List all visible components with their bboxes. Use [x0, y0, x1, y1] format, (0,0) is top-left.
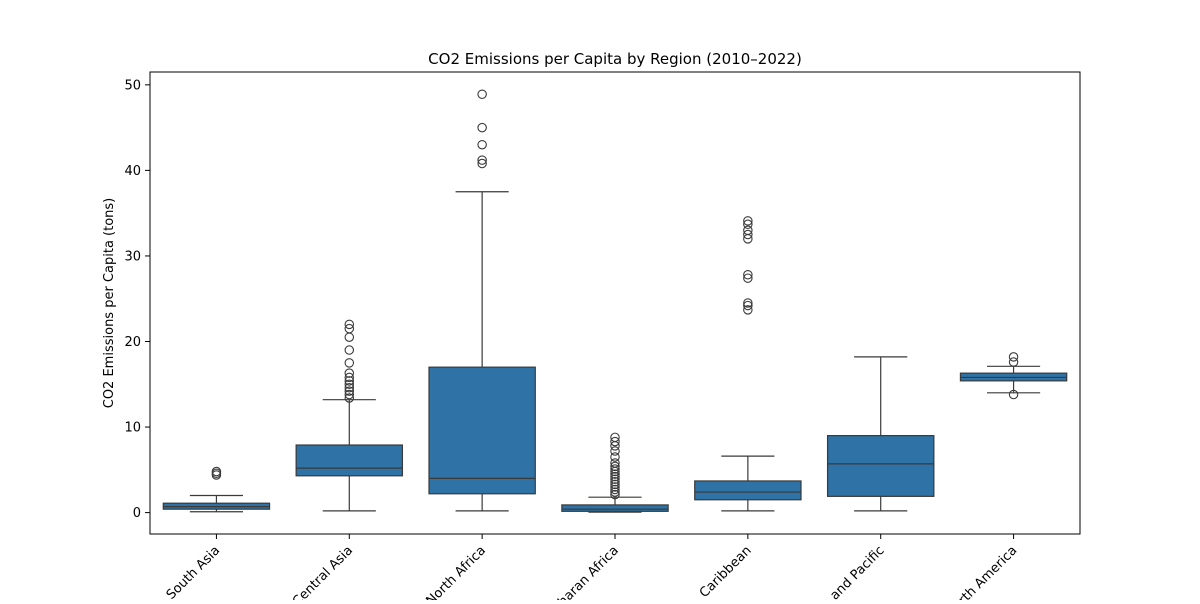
- x-tick-label: Caribbean: [697, 543, 755, 600]
- outlier-point: [743, 225, 753, 236]
- outlier-point: [344, 332, 355, 342]
- box-group: [959, 352, 1068, 400]
- outlier-point: [477, 158, 487, 169]
- outlier-point: [743, 300, 753, 311]
- box-group: [694, 216, 802, 512]
- box-group: [295, 319, 404, 512]
- x-tick-label: Saharan Africa: [544, 543, 622, 600]
- y-tick-label: 40: [124, 164, 141, 179]
- outlier-point: [610, 461, 620, 472]
- box-group: [428, 89, 536, 512]
- outlier-point: [344, 389, 355, 400]
- outlier-point: [1008, 352, 1019, 362]
- outlier-point: [344, 393, 355, 403]
- y-tick-label: 30: [124, 249, 141, 264]
- outlier-point: [743, 273, 753, 283]
- chart-title: CO2 Emissions per Capita by Region (2010…: [428, 50, 802, 68]
- outlier-point: [477, 89, 487, 99]
- outlier-point: [610, 446, 620, 456]
- outlier-point: [477, 122, 487, 133]
- outlier-point: [743, 305, 753, 315]
- y-tick-label: 50: [124, 78, 141, 93]
- outlier-point: [743, 298, 753, 308]
- outlier-point: [344, 345, 355, 355]
- outlier-point: [477, 139, 487, 150]
- outlier-point: [344, 372, 355, 383]
- outlier-point: [610, 471, 620, 482]
- outlier-point: [610, 487, 620, 497]
- y-axis-label: CO2 Emissions per Capita (tons): [102, 198, 117, 409]
- outlier-point: [610, 469, 620, 479]
- y-tick-label: 0: [133, 506, 141, 521]
- outlier-point: [743, 216, 753, 226]
- box-iqr: [561, 504, 669, 512]
- plot-frame: [149, 71, 1081, 535]
- outlier-point: [610, 489, 620, 500]
- box-iqr: [295, 444, 404, 477]
- outlier-point: [743, 270, 753, 280]
- box-iqr: [428, 366, 536, 495]
- outlier-point: [610, 464, 620, 474]
- outlier-point: [610, 474, 620, 484]
- outlier-point: [1008, 389, 1019, 400]
- y-tick-label: 10: [124, 421, 141, 436]
- outlier-point: [344, 376, 355, 386]
- outlier-point: [743, 229, 753, 240]
- box-iqr: [826, 435, 935, 497]
- outlier-point: [610, 482, 620, 492]
- x-tick-label: Central Asia: [290, 543, 356, 600]
- outlier-point: [344, 358, 355, 368]
- outlier-point: [344, 323, 355, 334]
- x-tick-label: rth America: [956, 543, 1021, 600]
- x-tick-label: South Asia: [164, 543, 224, 600]
- outlier-point: [1008, 357, 1019, 367]
- box-group: [826, 356, 935, 512]
- outlier-point: [344, 386, 355, 396]
- outlier-point: [344, 319, 355, 330]
- y-tick-label: 20: [124, 335, 141, 350]
- plot-area: 0 10 20 30 40 50 South Asia Central Asia North A…: [124, 78, 1068, 604]
- outlier-point: [344, 368, 355, 378]
- outlier-point: [211, 466, 222, 477]
- outlier-point: [610, 436, 620, 447]
- outlier-point: [610, 477, 620, 487]
- outlier-point: [610, 479, 620, 490]
- outlier-point: [610, 458, 620, 468]
- outlier-point: [610, 452, 620, 462]
- box-group: [561, 432, 669, 513]
- box-iqr: [694, 480, 802, 501]
- outlier-point: [743, 219, 753, 230]
- outlier-point: [344, 379, 355, 390]
- outlier-point: [610, 484, 620, 495]
- outlier-point: [477, 155, 487, 165]
- outlier-point: [610, 432, 620, 443]
- x-tick-label: and Pacific: [827, 543, 887, 600]
- outlier-point: [344, 382, 355, 393]
- x-tick-label: North Africa: [424, 543, 489, 600]
- box-group: [162, 466, 271, 513]
